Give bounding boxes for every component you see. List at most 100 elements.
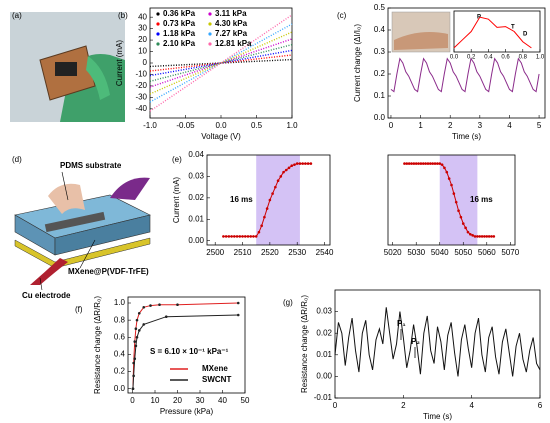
- data-point: [407, 162, 411, 165]
- data-point: [476, 235, 479, 238]
- data-point: [492, 235, 496, 238]
- chart: 5020 5030 5040 5050 5060 5070 16 ms: [384, 154, 520, 257]
- mxene: [44, 211, 106, 233]
- y-tick-label: 0.00: [188, 236, 204, 245]
- x-tick-label: 2520: [261, 248, 279, 257]
- plot-frame: [453, 10, 541, 53]
- data-point: [436, 162, 439, 165]
- data-point: [426, 162, 430, 165]
- x-tick-label: 20: [173, 396, 182, 405]
- panel-label: (f): [75, 305, 83, 314]
- data-point: [295, 162, 299, 165]
- x-tick-label: 1.0: [286, 121, 298, 130]
- data-point: [405, 162, 409, 165]
- legend-label: SWCNT: [202, 375, 231, 384]
- data-point: [230, 235, 233, 238]
- electrode-bottom: [30, 258, 68, 285]
- annotation: S = 6.10 × 10⁻¹ kPa⁻¹: [150, 347, 229, 356]
- x-tick-label: 5050: [454, 248, 472, 257]
- data-point: [164, 315, 168, 319]
- x-tick-label: 5060: [478, 248, 496, 257]
- legend-label: 1.18 kPa: [163, 29, 196, 38]
- diagram: PDMS substrate MXene@P(VDF-TrFE) Cu elec…: [14, 161, 151, 300]
- data-point: [233, 235, 236, 238]
- x-tick-label: 4: [507, 121, 512, 130]
- finger: [86, 56, 110, 100]
- x-tick-label: 5070: [501, 248, 519, 257]
- data-point: [429, 162, 432, 165]
- data-point: [135, 335, 139, 339]
- x-tick-label: 1: [418, 121, 423, 130]
- data-point: [480, 235, 484, 238]
- sensor-chip: [55, 62, 77, 76]
- x-axis-label: Time (s): [452, 132, 481, 141]
- plot-frame: [387, 7, 546, 119]
- layer-front: [54, 214, 151, 256]
- data-point: [137, 329, 141, 332]
- x-tick-label: 0.6: [501, 55, 510, 61]
- x-tick-label: 2540: [316, 248, 334, 257]
- x-tick-label: 4: [469, 401, 474, 410]
- y-tick-label: 0.5: [374, 3, 386, 12]
- data-point: [158, 303, 161, 307]
- data-point: [464, 226, 467, 230]
- x-tick-label: 2530: [288, 248, 306, 257]
- inset-bg: [454, 11, 540, 52]
- data-point: [490, 235, 493, 238]
- data-point: [290, 164, 294, 168]
- annotation: P₂: [411, 337, 420, 346]
- x-tick-label: 5030: [407, 248, 425, 257]
- data-point: [309, 162, 313, 165]
- data-line: [334, 307, 541, 377]
- y-axis-label: Current change (ΔI/I₀): [353, 24, 362, 102]
- panel-label: (g): [283, 298, 293, 307]
- legend-swatch: [208, 42, 212, 46]
- x-tick-label: 6: [538, 401, 543, 410]
- data-point: [149, 304, 152, 307]
- x-tick-label: 0.0: [215, 121, 227, 130]
- legend-label: 7.27 kPa: [215, 29, 248, 38]
- x-tick-label: 0: [333, 401, 338, 410]
- chart: 0 10 20 30 40 50 0.0 0.2 0.4 0.6 0.8 1.0 Pressure (k…: [93, 296, 250, 416]
- data-point: [293, 163, 296, 166]
- data-line: [149, 38, 293, 88]
- data-point: [274, 185, 277, 189]
- data-point: [419, 162, 423, 165]
- legend-swatch: [208, 12, 212, 16]
- data-point: [271, 192, 274, 195]
- y-axis-label: Current (mA): [172, 177, 181, 224]
- legend-label: 3.11 kPa: [215, 9, 247, 18]
- y-tick-label: 0.01: [188, 214, 204, 223]
- panel-label: (d): [12, 155, 22, 164]
- y-tick-label: 0.8: [114, 315, 126, 324]
- x-tick-label: 5020: [384, 248, 402, 257]
- annotation: T: [511, 25, 515, 31]
- y-tick-label: 0.03: [188, 172, 204, 181]
- chart: 0 2 4 6 -0.01 0.00 0.01 0.02 0.03 Time (s) Resista…: [300, 289, 543, 421]
- data-point: [483, 235, 486, 238]
- finger: [48, 183, 85, 214]
- data-line: [149, 54, 293, 72]
- annotation: P₁: [397, 319, 406, 328]
- x-axis-label: Voltage (V): [201, 132, 241, 141]
- x-tick-label: 0.5: [251, 121, 263, 130]
- y-tick-label: 10: [138, 47, 147, 56]
- x-tick-label: 50: [241, 396, 250, 405]
- data-point: [176, 303, 179, 307]
- data-point: [133, 340, 137, 343]
- data-point: [243, 235, 247, 238]
- x-tick-label: -1.0: [143, 121, 157, 130]
- x-tick-label: 5040: [431, 248, 449, 257]
- data-point: [238, 235, 242, 238]
- chart: 0 1 2 3 4 5 0.0 0.1 0.2 0.3 0.4 0.5 Time (s) Current …: [353, 3, 546, 141]
- y-tick-label: 0.01: [316, 350, 332, 359]
- data-point: [445, 170, 449, 174]
- y-tick-label: 0.4: [114, 350, 126, 359]
- x-tick-label: 2510: [234, 248, 252, 257]
- data-point: [227, 235, 231, 238]
- data-point: [469, 232, 472, 236]
- x-axis-label: Pressure (kPa): [160, 407, 214, 416]
- data-point: [132, 374, 135, 378]
- data-point: [134, 327, 138, 331]
